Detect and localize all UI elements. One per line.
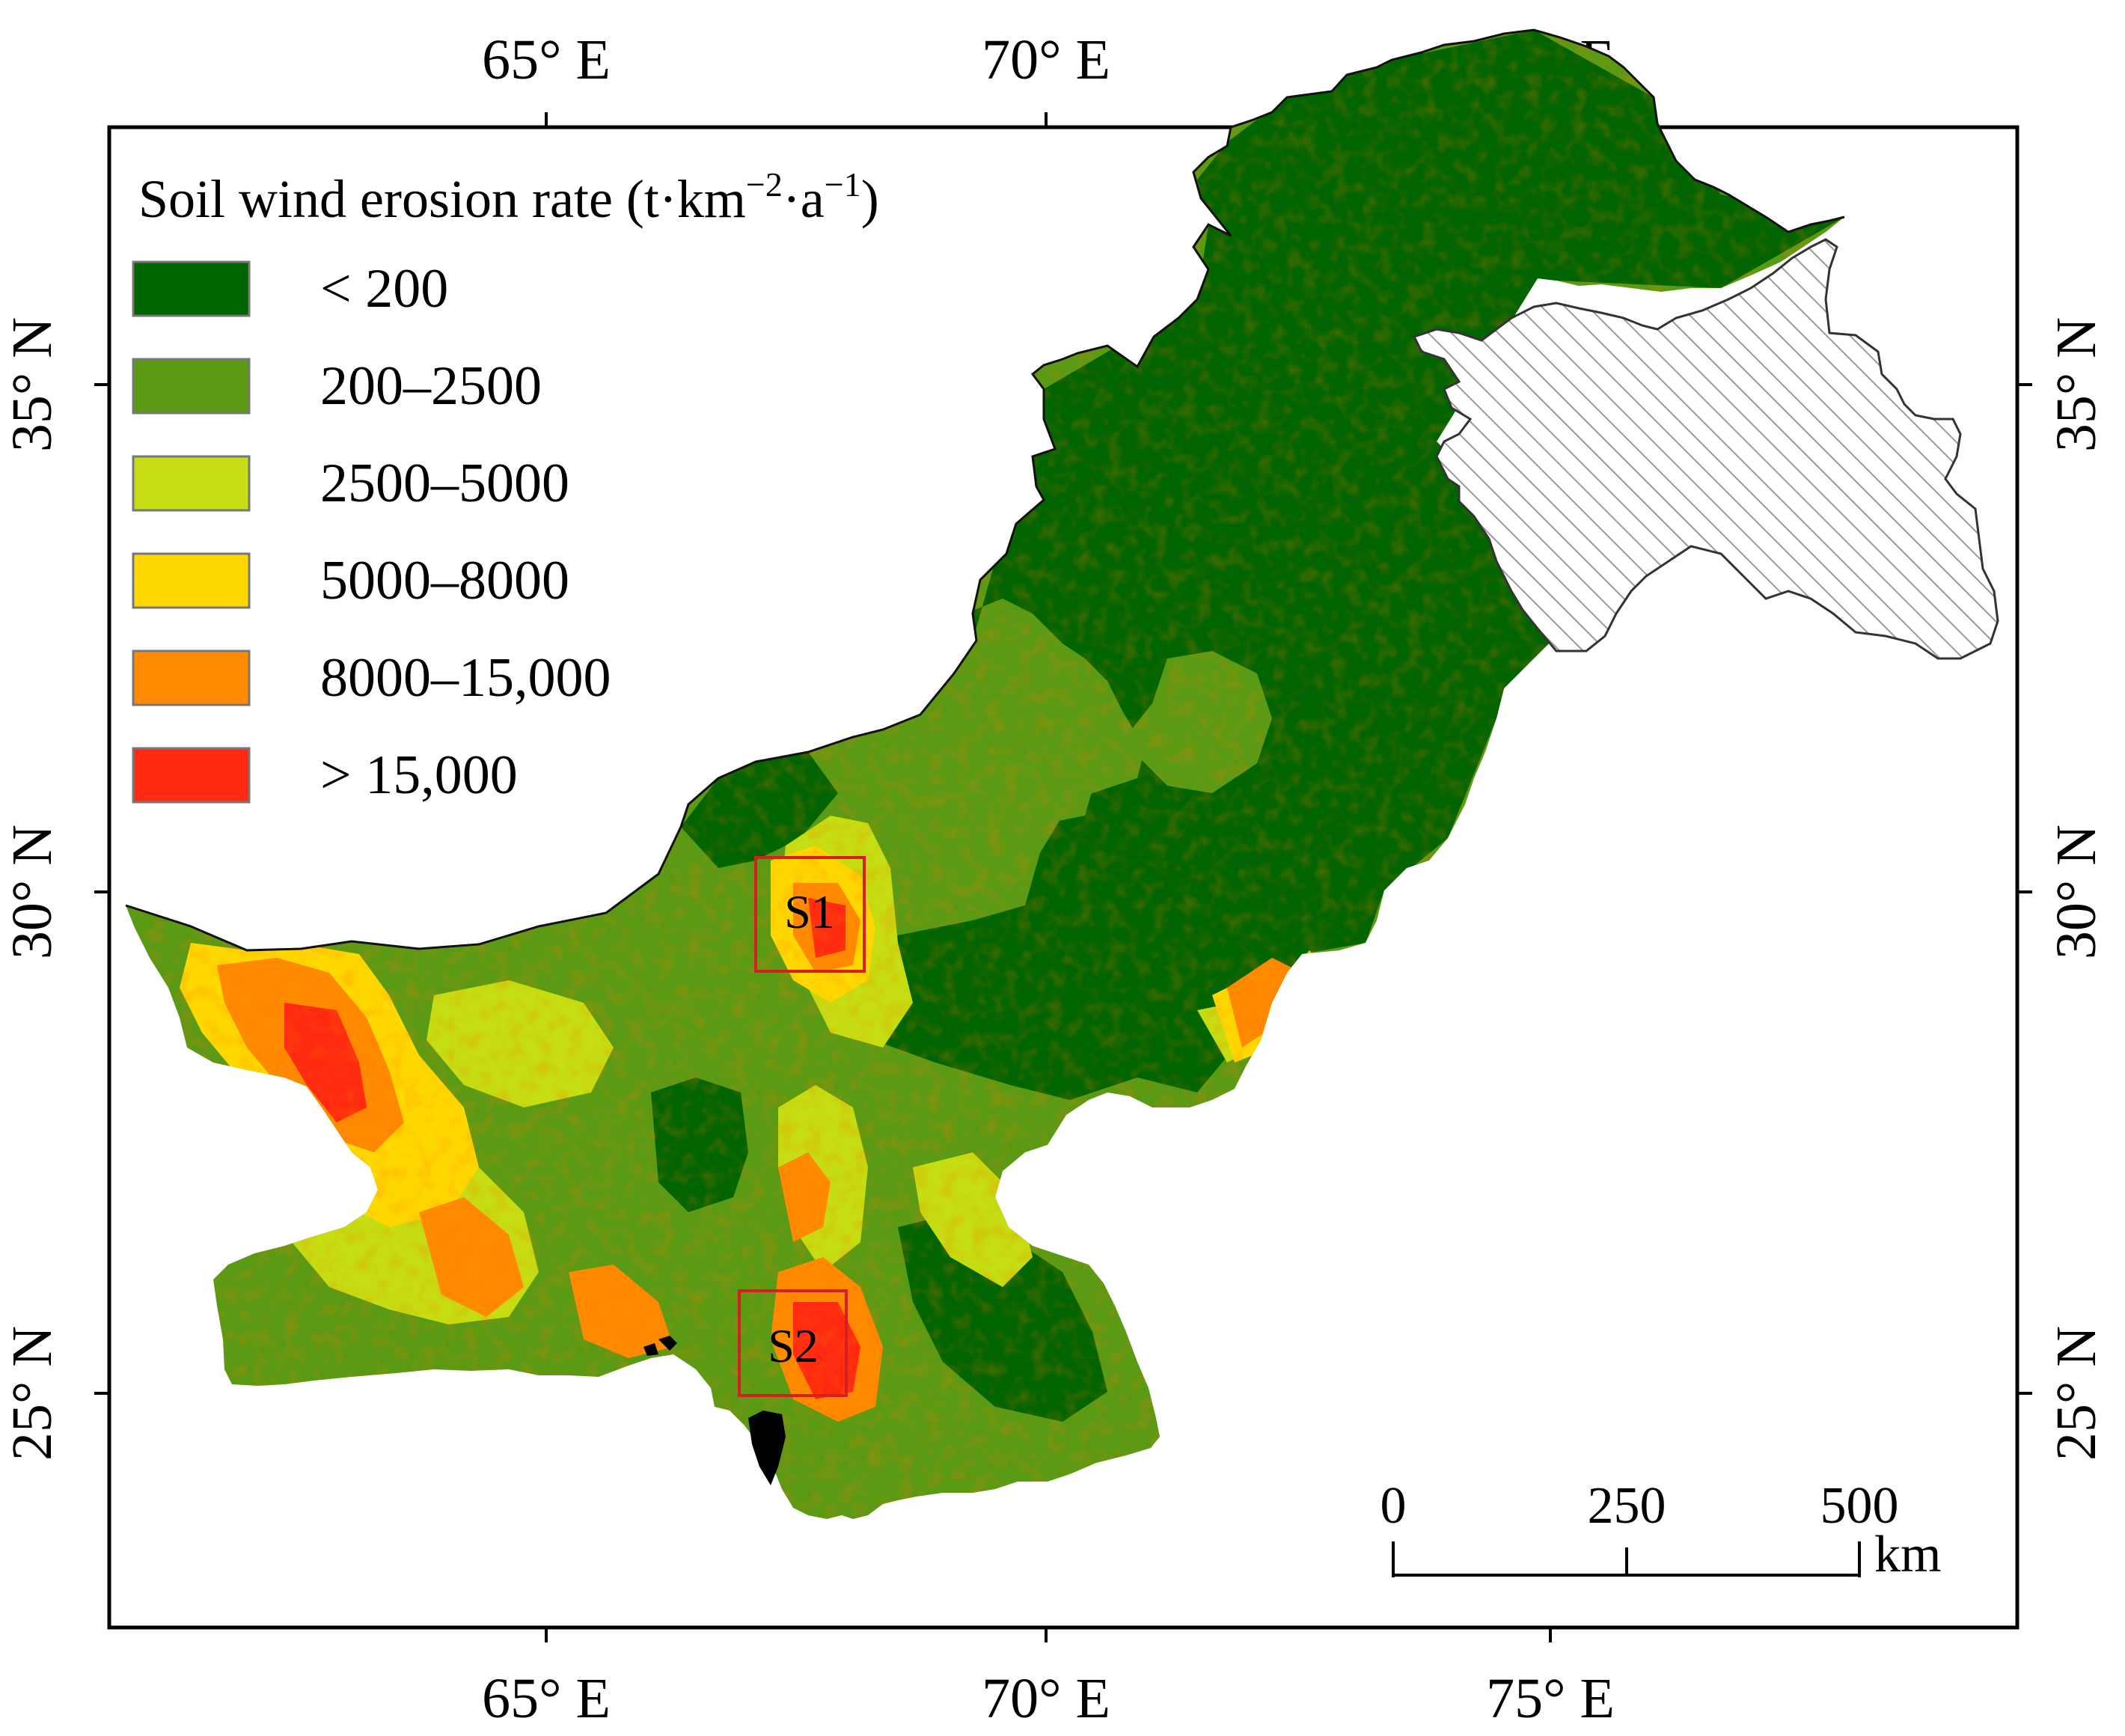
top-lon-label: 65° E <box>482 28 611 91</box>
hatched-region <box>1412 238 1999 660</box>
site-box-s2 <box>738 1289 848 1397</box>
bottom-lon-label: 70° E <box>982 1667 1110 1730</box>
legend-swatch <box>132 747 251 804</box>
legend-swatch <box>132 552 251 609</box>
legend-swatch <box>132 455 251 512</box>
legend-swatch <box>132 358 251 415</box>
bottom-lon-label: 75° E <box>1486 1667 1615 1730</box>
right-lat-label: 35° N <box>2045 317 2108 452</box>
bottom-lon-label: 65° E <box>482 1667 611 1730</box>
site-box-s1 <box>754 856 866 973</box>
right-lat-label: 30° N <box>2045 825 2108 959</box>
legend-swatch <box>132 650 251 706</box>
indus-delta <box>643 1336 786 1485</box>
left-lat-label: 35° N <box>1 317 64 452</box>
map-frame <box>107 125 2019 1630</box>
scale-tick-label: 250 <box>1588 1477 1666 1535</box>
scale-tick-label: 0 <box>1381 1477 1407 1535</box>
site-label-s2: S2 <box>768 1319 819 1372</box>
legend-label: < 200 <box>320 258 448 320</box>
legend-label: 200–2500 <box>320 355 542 417</box>
left-lat-label: 25° N <box>1 1326 64 1461</box>
left-lat-label: 30° N <box>1 825 64 959</box>
site-label-s1: S1 <box>784 885 835 938</box>
scale-unit: km <box>1874 1526 1941 1583</box>
legend-label: > 15,000 <box>320 745 518 806</box>
legend-title: Soil wind erosion rate (t·km−2·a−1) <box>138 165 879 229</box>
scale-bar: 0 250 500 km <box>1381 1477 1942 1583</box>
legend-label: 2500–5000 <box>320 453 569 514</box>
country-outline <box>125 28 1845 952</box>
legend: Soil wind erosion rate (t·km−2·a−1) < 20… <box>132 165 879 806</box>
top-lon-label: 70° E <box>982 28 1110 91</box>
legend-label: 5000–8000 <box>320 550 569 611</box>
right-lat-label: 25° N <box>2045 1326 2108 1461</box>
legend-swatch <box>132 260 251 317</box>
legend-label: 8000–15,000 <box>320 647 611 709</box>
scale-tick-label: 500 <box>1820 1477 1899 1535</box>
